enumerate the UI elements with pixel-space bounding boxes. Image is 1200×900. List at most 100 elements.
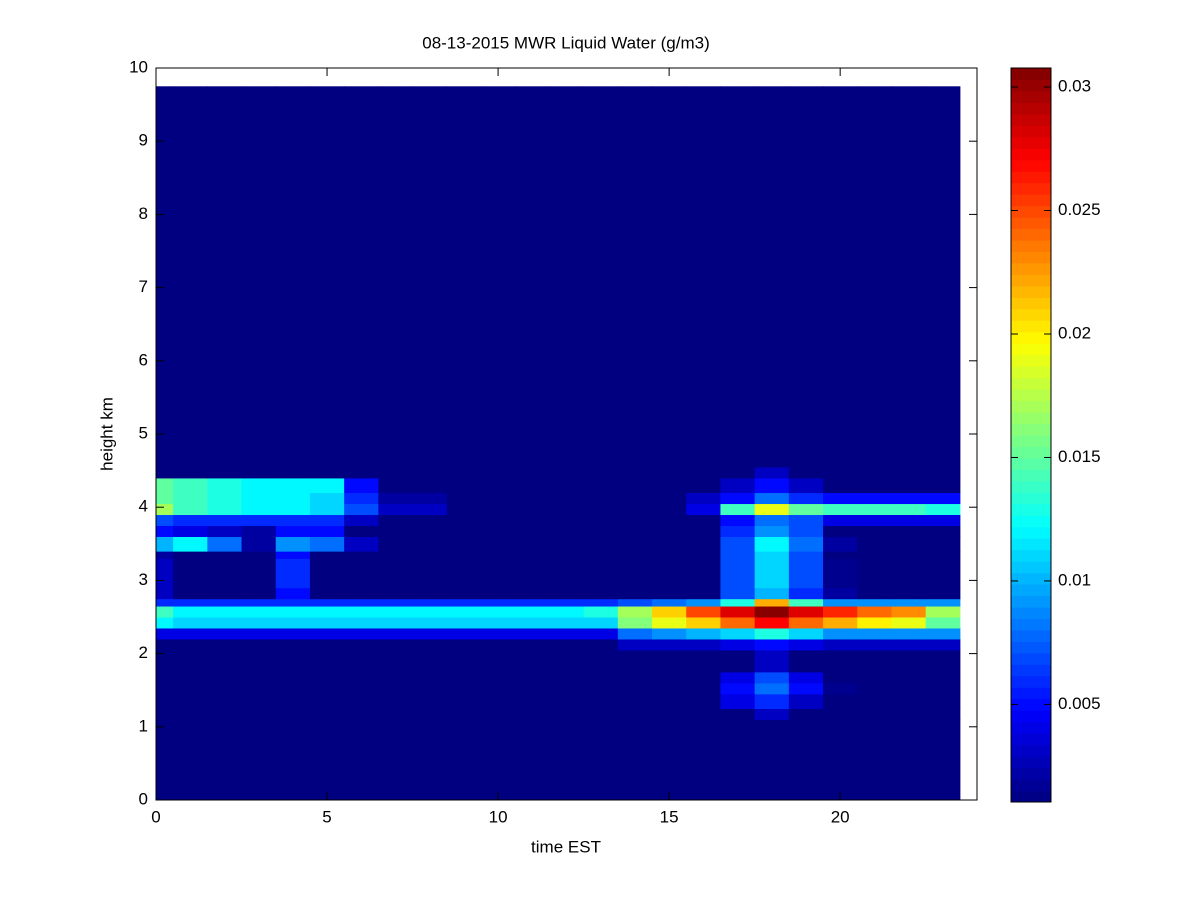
heat-cell (241, 551, 277, 559)
heat-cell (480, 503, 516, 516)
heat-cell (156, 466, 174, 479)
heat-cell (823, 525, 858, 537)
heat-cell (617, 587, 653, 600)
heat-cell (549, 525, 585, 537)
heat-cell (515, 558, 550, 589)
heat-cell (617, 477, 653, 494)
heat-cell (583, 477, 619, 494)
colorbar-tick-label: 0.03 (1058, 77, 1091, 96)
heat-cell (480, 477, 516, 494)
heat-cell (515, 551, 550, 559)
heat-cell (686, 638, 721, 651)
heat-cell (173, 525, 208, 537)
heat-cell (344, 627, 379, 640)
heat-cell (652, 638, 687, 651)
y-tick-label: 3 (139, 570, 148, 589)
colorbar-tick-label: 0.02 (1058, 323, 1091, 342)
heat-cell (617, 693, 653, 709)
heat-cell (891, 536, 927, 552)
heat-cell (173, 558, 208, 589)
y-tick-label: 9 (139, 131, 148, 150)
heat-cell (891, 514, 927, 526)
heat-cell (891, 86, 927, 468)
x-tick-label: 20 (831, 807, 850, 826)
heat-cell (173, 492, 208, 505)
heat-cell (480, 492, 516, 505)
heat-cell (686, 536, 721, 552)
heat-cell (652, 466, 687, 479)
heat-cell (857, 492, 892, 505)
heat-cell (583, 606, 619, 618)
colorbar-swatch (1011, 595, 1051, 608)
heat-cell (686, 558, 721, 589)
heat-cell (207, 606, 243, 618)
heat-cell (754, 558, 790, 589)
heat-cell (412, 617, 448, 629)
heat-cell (925, 708, 961, 720)
colorbar-swatch (1011, 503, 1051, 516)
colorbar-swatch (1011, 618, 1051, 631)
heat-cell (788, 514, 824, 526)
heat-cell (857, 86, 892, 468)
heat-cell (378, 492, 414, 505)
heat-cell (156, 638, 174, 651)
x-tick-label: 10 (489, 807, 508, 826)
heat-cell (686, 682, 721, 695)
heat-cell (241, 492, 277, 505)
heat-cell (173, 708, 208, 720)
heat-cell (446, 551, 482, 559)
heat-cell (241, 606, 277, 618)
heat-cell (207, 708, 243, 720)
heat-cell (823, 536, 858, 552)
heat-cell (309, 671, 345, 684)
heat-cell (617, 708, 653, 720)
heat-cell (344, 606, 379, 618)
heat-cell (583, 492, 619, 505)
heat-cell (617, 466, 653, 479)
heat-cell (515, 525, 550, 537)
heat-cell (925, 693, 961, 709)
heat-cell (480, 606, 516, 618)
heat-cell (823, 708, 858, 720)
heat-cell (686, 503, 721, 516)
colorbar-swatch (1011, 584, 1051, 597)
heat-cell (720, 719, 756, 801)
colorbar-swatch (1011, 710, 1051, 723)
heat-cell (446, 492, 482, 505)
heat-cell (173, 606, 208, 618)
heat-cell (515, 708, 550, 720)
heat-cell (686, 514, 721, 526)
heat-cell (788, 587, 824, 600)
heat-cell (925, 477, 961, 494)
heat-cell (515, 536, 550, 552)
heat-cell (207, 587, 243, 600)
heat-cell (412, 503, 448, 516)
heat-cell (754, 682, 790, 695)
heat-cell (156, 536, 174, 552)
heat-cell (720, 606, 756, 618)
y-tick-label: 1 (139, 716, 148, 735)
heat-cell (344, 525, 379, 537)
heat-cell (344, 587, 379, 600)
heat-cell (241, 466, 277, 479)
heat-cell (549, 503, 585, 516)
heat-cell (891, 693, 927, 709)
heat-cell (857, 638, 892, 651)
heat-cell (275, 708, 311, 720)
heat-cell (652, 492, 687, 505)
heat-cell (378, 466, 414, 479)
heat-cell (412, 587, 448, 600)
heat-cell (156, 598, 174, 607)
heat-cell (857, 606, 892, 618)
heat-cell (754, 598, 790, 607)
heat-cell (857, 598, 892, 607)
heat-cell (275, 551, 311, 559)
heat-cell (617, 682, 653, 695)
heat-cell (156, 682, 174, 695)
heat-cell (823, 492, 858, 505)
heat-cell (275, 638, 311, 651)
heat-cell (378, 682, 414, 695)
heat-cell (241, 671, 277, 684)
heat-cell (754, 617, 790, 629)
heat-cell (788, 477, 824, 494)
